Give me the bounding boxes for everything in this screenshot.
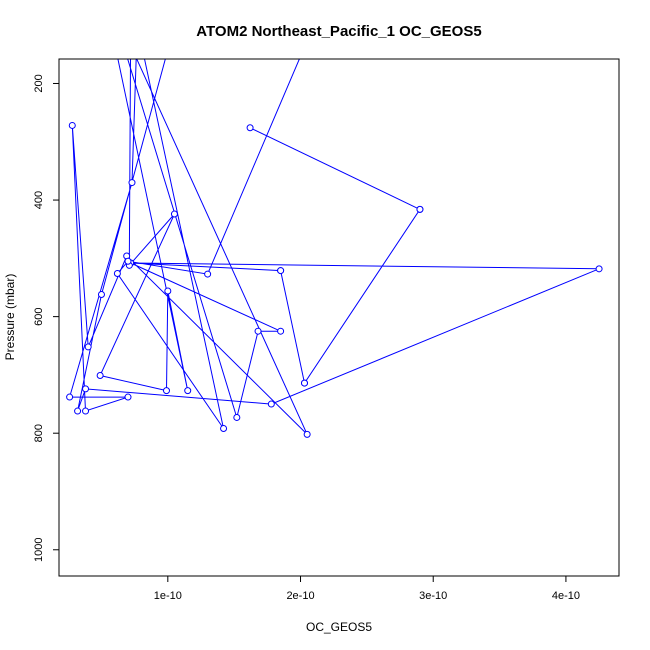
data-point — [162, 387, 170, 395]
series-line — [68, 59, 600, 435]
data-point — [300, 379, 308, 387]
data-point — [204, 270, 212, 278]
data-point — [66, 393, 74, 401]
data-point — [246, 124, 254, 132]
y-tick-label: 600 — [33, 307, 45, 325]
x-tick-label: 1e-10 — [154, 590, 182, 602]
data-point — [128, 179, 136, 187]
data-point — [74, 407, 82, 415]
data-point — [84, 343, 92, 351]
data-point — [277, 267, 285, 275]
plot-frame — [58, 58, 620, 577]
data-point — [233, 413, 241, 421]
series-layer — [66, 59, 603, 438]
chart-title: ATOM2 Northeast_Pacific_1 OC_GEOS5 — [196, 23, 481, 40]
data-point — [267, 400, 275, 408]
data-point — [68, 121, 76, 129]
y-tick-label: 200 — [33, 74, 45, 92]
x-axis-label: OC_GEOS5 — [306, 620, 372, 634]
data-point — [124, 257, 132, 265]
data-point — [170, 210, 178, 218]
data-point — [97, 290, 105, 298]
y-axis-label: Pressure (mbar) — [3, 274, 17, 361]
data-point — [113, 269, 121, 277]
x-tick-label: 3e-10 — [419, 590, 447, 602]
axis-ticks: 1e-10 2e-10 3e-10 4e-10 200 400 600 800 1000 — [33, 74, 580, 602]
data-point — [416, 205, 424, 213]
data-point — [124, 393, 132, 401]
x-tick-label: 4e-10 — [552, 590, 580, 602]
data-point — [595, 265, 603, 273]
data-point — [164, 287, 172, 295]
y-tick-label: 1000 — [33, 538, 45, 562]
data-point — [82, 407, 90, 415]
data-point — [82, 385, 90, 393]
data-point — [277, 327, 285, 335]
data-point — [96, 371, 104, 379]
data-point — [303, 430, 311, 438]
data-point — [220, 425, 228, 433]
data-point — [254, 327, 262, 335]
y-tick-label: 400 — [33, 191, 45, 209]
x-tick-label: 2e-10 — [286, 590, 314, 602]
data-point — [184, 387, 192, 395]
y-tick-label: 800 — [33, 424, 45, 442]
